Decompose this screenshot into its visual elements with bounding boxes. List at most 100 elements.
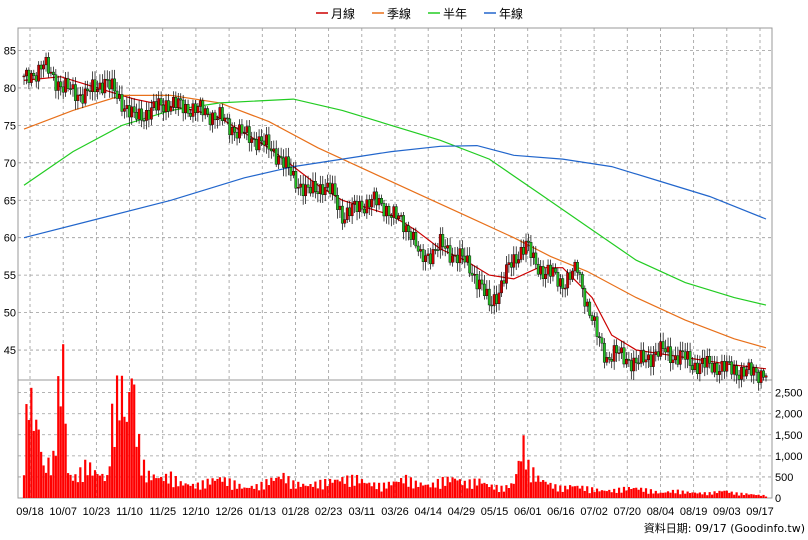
volume-bar <box>706 495 709 498</box>
volume-bar <box>338 481 342 498</box>
volume-bar <box>96 474 99 498</box>
date-tick-label: 01/28 <box>282 506 310 518</box>
volume-bar <box>392 481 395 498</box>
price-tick-label: 65 <box>4 195 16 207</box>
volume-bar <box>615 492 618 498</box>
candle-body <box>742 366 746 377</box>
candle-body <box>176 98 180 108</box>
volume-bar <box>336 479 339 498</box>
candle-body <box>531 252 535 258</box>
volume-bar <box>206 478 209 498</box>
candle-body <box>529 242 533 258</box>
candle-body <box>759 370 763 383</box>
ma-line-季線 <box>23 94 767 349</box>
candle-body <box>135 112 139 120</box>
candle-body <box>86 88 90 91</box>
candle-body <box>708 356 712 364</box>
candle-body <box>747 362 751 370</box>
volume-bar <box>461 485 464 498</box>
candle-body <box>294 171 298 189</box>
volume-tick-label: 2,500 <box>775 388 803 400</box>
volume-bar <box>762 494 765 498</box>
candle-body <box>42 64 45 70</box>
volume-bar <box>351 474 354 498</box>
candle-body <box>426 253 430 256</box>
volume-bar <box>468 479 471 498</box>
volume-bar <box>657 493 660 498</box>
volume-bar <box>341 477 344 498</box>
volume-bar <box>600 490 604 498</box>
candle-body <box>93 79 97 93</box>
volume-bar <box>262 489 266 498</box>
volume-bar <box>280 479 283 498</box>
candle-body <box>710 363 714 373</box>
candle-body <box>605 357 609 363</box>
candle-body <box>169 107 173 112</box>
candle-body <box>664 348 667 353</box>
candle-body <box>593 316 596 321</box>
candle-body <box>600 337 604 344</box>
candle-body <box>688 351 692 366</box>
volume-bar <box>186 484 190 498</box>
candle-body <box>147 110 151 120</box>
volume-bar <box>642 491 645 498</box>
volume-bar <box>728 492 731 498</box>
candle-body <box>539 266 543 275</box>
volume-bar <box>40 451 43 498</box>
candle-body <box>291 171 295 176</box>
candle-body <box>438 234 442 251</box>
volume-bar <box>245 487 248 498</box>
volume-bar <box>292 480 295 498</box>
candle-body <box>732 365 736 375</box>
volume-bar <box>142 459 146 498</box>
candle-body <box>419 249 423 252</box>
volume-bar <box>681 490 684 498</box>
volume-bar <box>598 491 601 498</box>
volume-bar <box>346 475 349 498</box>
date-axis-labels: 09/18 10/07 10/23 11/10 11/25 12/10 12/26 01/13… <box>16 506 774 518</box>
candle-body <box>123 108 126 112</box>
volume-bar <box>475 485 479 498</box>
date-tick-label: 03/11 <box>348 506 375 518</box>
candle-body <box>524 240 528 255</box>
volume-bar <box>314 481 317 498</box>
candle-body <box>749 362 753 376</box>
candle-body <box>414 232 418 247</box>
volume-bar <box>463 480 466 498</box>
volume-bar <box>57 376 60 498</box>
candle-body <box>29 72 33 83</box>
candle-body <box>152 101 156 108</box>
volume-bar <box>522 435 525 498</box>
candle-body <box>595 316 599 337</box>
volume-bar <box>649 489 653 498</box>
candle-body <box>157 98 161 111</box>
volume-bar <box>150 480 153 498</box>
candle-body <box>380 198 383 204</box>
volume-bar <box>98 475 102 498</box>
volume-bar <box>128 392 131 498</box>
candle-body <box>463 255 467 263</box>
volume-bar <box>422 485 425 498</box>
candle-body <box>343 219 347 224</box>
candle-body <box>218 107 222 120</box>
volume-bar <box>360 479 364 498</box>
candle-body <box>436 249 440 251</box>
candle-body <box>277 156 281 165</box>
legend-label-halfyear: 半年 <box>443 7 467 21</box>
volume-bar <box>238 483 241 498</box>
candle-body <box>213 112 217 121</box>
price-axis-labels: 45 50 55 60 65 70 75 80 85 <box>4 45 16 357</box>
volume-bar <box>444 485 447 498</box>
candle-body <box>683 351 687 360</box>
volume-bar <box>243 487 246 498</box>
volume-bar <box>157 478 160 498</box>
candle-body <box>629 360 633 372</box>
volume-bar <box>363 482 366 498</box>
volume-bar <box>666 491 670 498</box>
candle-body <box>367 199 371 208</box>
volume-bar <box>74 474 77 498</box>
candle-body <box>255 139 259 151</box>
candle-body <box>208 113 212 125</box>
volume-bar <box>91 475 94 498</box>
candle-body <box>250 138 254 143</box>
